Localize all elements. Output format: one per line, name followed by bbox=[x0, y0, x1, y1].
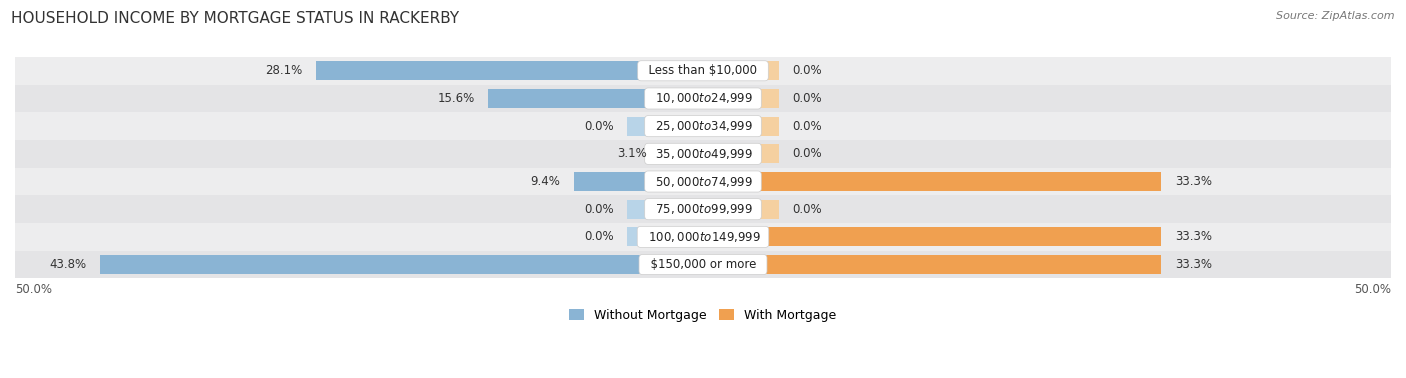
Text: 15.6%: 15.6% bbox=[437, 92, 475, 105]
Text: 50.0%: 50.0% bbox=[1354, 284, 1391, 296]
Text: 33.3%: 33.3% bbox=[1175, 258, 1212, 271]
Text: 0.0%: 0.0% bbox=[583, 120, 613, 133]
Bar bbox=[703, 228, 1161, 246]
Bar bbox=[15, 223, 1391, 251]
Bar bbox=[703, 172, 1161, 191]
Text: 33.3%: 33.3% bbox=[1175, 175, 1212, 188]
Bar bbox=[703, 255, 1161, 274]
Bar bbox=[15, 112, 1391, 140]
Bar bbox=[15, 251, 1391, 278]
Text: 0.0%: 0.0% bbox=[793, 203, 823, 216]
Text: 43.8%: 43.8% bbox=[49, 258, 87, 271]
Bar bbox=[703, 61, 779, 80]
Text: $10,000 to $24,999: $10,000 to $24,999 bbox=[648, 91, 758, 105]
Text: 0.0%: 0.0% bbox=[793, 120, 823, 133]
Text: HOUSEHOLD INCOME BY MORTGAGE STATUS IN RACKERBY: HOUSEHOLD INCOME BY MORTGAGE STATUS IN R… bbox=[11, 11, 460, 26]
Bar bbox=[703, 89, 779, 108]
Text: Less than $10,000: Less than $10,000 bbox=[641, 64, 765, 77]
Text: 50.0%: 50.0% bbox=[15, 284, 52, 296]
Text: $35,000 to $49,999: $35,000 to $49,999 bbox=[648, 147, 758, 161]
Text: 0.0%: 0.0% bbox=[793, 92, 823, 105]
Text: 28.1%: 28.1% bbox=[266, 64, 302, 77]
Text: 0.0%: 0.0% bbox=[583, 230, 613, 243]
Text: $150,000 or more: $150,000 or more bbox=[643, 258, 763, 271]
Bar bbox=[661, 144, 703, 163]
Bar bbox=[703, 144, 779, 163]
Bar bbox=[15, 140, 1391, 168]
Bar bbox=[100, 255, 703, 274]
Bar bbox=[488, 89, 703, 108]
Bar bbox=[574, 172, 703, 191]
Text: $50,000 to $74,999: $50,000 to $74,999 bbox=[648, 175, 758, 189]
Bar bbox=[627, 228, 703, 246]
Text: 3.1%: 3.1% bbox=[617, 147, 647, 160]
Text: 0.0%: 0.0% bbox=[583, 203, 613, 216]
Text: $100,000 to $149,999: $100,000 to $149,999 bbox=[641, 230, 765, 244]
Text: $25,000 to $34,999: $25,000 to $34,999 bbox=[648, 119, 758, 133]
Bar bbox=[15, 57, 1391, 85]
Bar bbox=[703, 117, 779, 136]
Bar bbox=[703, 200, 779, 218]
Bar bbox=[316, 61, 703, 80]
Text: 33.3%: 33.3% bbox=[1175, 230, 1212, 243]
Text: 9.4%: 9.4% bbox=[530, 175, 560, 188]
Legend: Without Mortgage, With Mortgage: Without Mortgage, With Mortgage bbox=[564, 304, 842, 327]
Bar bbox=[627, 200, 703, 218]
Bar bbox=[15, 85, 1391, 112]
Text: 0.0%: 0.0% bbox=[793, 64, 823, 77]
Bar bbox=[15, 195, 1391, 223]
Text: Source: ZipAtlas.com: Source: ZipAtlas.com bbox=[1277, 11, 1395, 21]
Bar bbox=[627, 117, 703, 136]
Bar bbox=[15, 168, 1391, 195]
Text: 0.0%: 0.0% bbox=[793, 147, 823, 160]
Text: $75,000 to $99,999: $75,000 to $99,999 bbox=[648, 202, 758, 216]
